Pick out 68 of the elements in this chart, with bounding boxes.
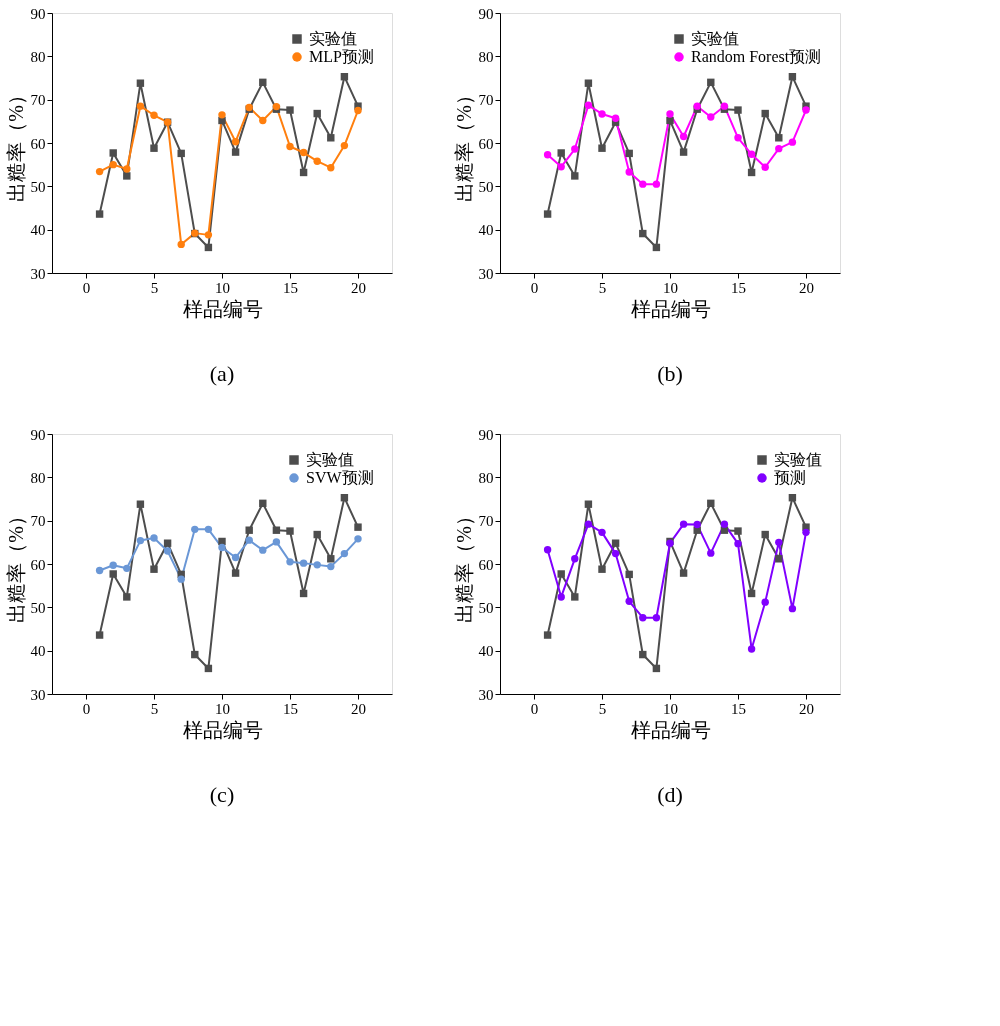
y-tick-label: 40 [478, 643, 494, 660]
legend-label: SVW预测 [306, 469, 374, 486]
x-tick-label: 10 [215, 700, 230, 717]
x-tick-label: 20 [799, 279, 814, 296]
y-tick-label: 60 [478, 135, 494, 152]
y-tick-label: 30 [30, 265, 46, 282]
y-tick-label: 90 [30, 5, 46, 22]
y-tick-label: 60 [30, 135, 46, 152]
y-tick-label: 40 [30, 222, 46, 239]
x-tick-label: 0 [82, 700, 91, 717]
x-tick-label: 5 [598, 700, 607, 717]
y-axis-title: 出糙率（%） [4, 85, 27, 202]
legend-label: 实验值 [774, 451, 822, 468]
x-tick-label: 5 [150, 700, 159, 717]
x-tick-label: 20 [799, 700, 814, 717]
legend-label: Random Forest预测 [691, 48, 822, 65]
x-axis-title: 样品编号 [182, 297, 263, 320]
y-tick-label: 30 [478, 686, 494, 703]
x-tick-label: 0 [530, 279, 539, 296]
y-tick-label: 70 [478, 513, 494, 530]
x-tick-label: 0 [82, 279, 91, 296]
y-axis-title: 出糙率（%） [452, 506, 475, 623]
x-tick-label: 15 [283, 700, 298, 717]
y-tick-label: 40 [30, 643, 46, 660]
y-tick-label: 80 [30, 469, 46, 486]
legend-label: 实验值 [309, 30, 357, 47]
x-tick-label: 10 [215, 279, 230, 296]
y-tick-label: 80 [30, 48, 46, 65]
x-tick-label: 15 [731, 279, 746, 296]
y-tick-label: 50 [30, 599, 46, 616]
text: (d) [657, 782, 683, 807]
y-tick-label: 50 [478, 178, 494, 195]
y-axis-title: 出糙率（%） [452, 85, 475, 202]
y-tick-label: 50 [30, 178, 46, 195]
x-axis-title: 样品编号 [182, 718, 263, 741]
y-tick-label: 30 [478, 265, 494, 282]
y-tick-label: 50 [478, 599, 494, 616]
x-axis-title: 样品编号 [630, 297, 711, 320]
y-tick-label: 30 [30, 686, 46, 703]
y-tick-label: 40 [478, 222, 494, 239]
x-axis-title: 样品编号 [630, 718, 711, 741]
y-axis-title: 出糙率（%） [4, 506, 27, 623]
x-tick-label: 15 [283, 279, 298, 296]
x-tick-label: 20 [351, 700, 366, 717]
y-tick-label: 60 [478, 556, 494, 573]
text: (a) [209, 361, 235, 386]
y-tick-label: 80 [478, 469, 494, 486]
y-tick-label: 90 [30, 426, 46, 443]
legend-label: 实验值 [306, 451, 354, 468]
y-tick-label: 90 [478, 426, 494, 443]
legend-label: 预测 [774, 469, 806, 486]
x-tick-label: 5 [598, 279, 607, 296]
y-tick-label: 70 [30, 513, 46, 530]
x-tick-label: 15 [731, 700, 746, 717]
x-tick-label: 5 [150, 279, 159, 296]
x-tick-label: 10 [663, 279, 678, 296]
y-tick-label: 70 [30, 92, 46, 109]
y-tick-label: 70 [478, 92, 494, 109]
y-tick-label: 90 [478, 5, 494, 22]
text: (b) [657, 361, 683, 386]
legend-label: MLP预测 [309, 48, 374, 65]
x-tick-label: 20 [351, 279, 366, 296]
x-tick-label: 0 [530, 700, 539, 717]
y-tick-label: 80 [478, 48, 494, 65]
legend-label: 实验值 [691, 30, 739, 47]
y-tick-label: 60 [30, 556, 46, 573]
x-tick-label: 10 [663, 700, 678, 717]
text: (c) [209, 782, 235, 807]
